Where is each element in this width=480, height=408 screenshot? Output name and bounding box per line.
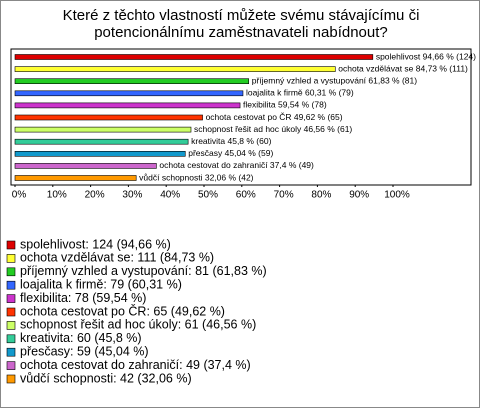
bar [14, 66, 336, 72]
legend-label: přesčasy: 59 (45,04 %) [20, 344, 149, 358]
bar [14, 126, 192, 133]
x-tick-label: 70% [274, 190, 294, 201]
legend-label: flexibilita: 78 (59,54 %) [20, 291, 146, 305]
bar [14, 138, 189, 145]
data-label: ochota cestovat do zahraničí 37,4 % (49) [159, 160, 314, 170]
legend-label: vůdčí schopnosti: 42 (32,06 %) [20, 371, 192, 385]
x-tick-label: 0% [12, 190, 27, 201]
bar [14, 163, 157, 169]
x-tick-label: 40% [160, 190, 180, 201]
bar [14, 102, 241, 109]
data-label: vůdčí schopnosti 32,06 % (42) [139, 172, 254, 182]
legend-swatch [6, 280, 16, 290]
x-tick-label: 90% [349, 190, 369, 201]
bar [14, 90, 244, 97]
legend-swatch [6, 334, 16, 344]
x-tick-label: 100% [384, 190, 410, 201]
legend-swatch [6, 267, 16, 277]
data-label: loajalita k firmě 60,31 % (79) [246, 88, 354, 98]
data-label: kreativita 45,8 % (60) [191, 136, 271, 146]
legend-label: příjemný vzhled a vystupování: 81 (61,83… [20, 264, 267, 278]
data-label: přesčasy 45,04 % (59) [188, 148, 273, 158]
bar [14, 175, 137, 181]
legend-label: schopnost řešit ad hoc úkoly: 61 (46,56 … [20, 318, 256, 332]
x-tick-label: 50% [198, 190, 218, 201]
legend-swatch [6, 307, 16, 317]
legend-label: ochota cestovat po ČR: 65 (49,62 %) [20, 303, 225, 318]
data-label: ochota vzdělávat se 84,73 % (111) [338, 63, 468, 73]
x-tick-label: 20% [85, 190, 105, 201]
x-tick-label: 80% [311, 190, 331, 201]
legend-label: spolehlivost: 124 (94,66 %) [20, 237, 171, 251]
legend-swatch [6, 240, 16, 250]
chart-title: Které z těchto vlastností můžete svému s… [62, 7, 420, 41]
data-label: ochota cestovat po ČR 49,62 % (65) [206, 112, 343, 122]
data-label: příjemný vzhled a vystupování 61,83 % (8… [252, 75, 418, 85]
bar [14, 151, 186, 157]
legend-label: ochota vzdělávat se: 111 (84,73 %) [20, 251, 214, 265]
legend-swatch [6, 347, 16, 357]
bar [14, 54, 374, 60]
x-tick-label: 30% [122, 190, 142, 201]
legend-swatch [6, 361, 16, 370]
legend-label: kreativita: 60 (45,8 %) [20, 331, 142, 345]
legend-swatch [6, 254, 16, 263]
data-label: spolehlivost 94,66 % (124) [376, 51, 476, 61]
legend-label: loajalita k firmě: 79 (60,31 %) [20, 277, 182, 291]
legend-label: ochota cestovat do zahraničí: 49 (37,4 %… [20, 358, 251, 372]
data-label: flexibilita 59,54 % (78) [243, 100, 327, 110]
x-tick-label: 60% [236, 190, 256, 201]
legend-swatch [6, 294, 16, 303]
plot-frame [10, 48, 472, 186]
legend-swatch [6, 321, 16, 330]
bar [14, 78, 250, 84]
legend-swatch [6, 374, 16, 384]
bar [14, 114, 203, 121]
data-label: schopnost řešit ad hoc úkoly 46,56 % (61… [194, 124, 352, 134]
x-tick-label: 10% [47, 190, 67, 201]
